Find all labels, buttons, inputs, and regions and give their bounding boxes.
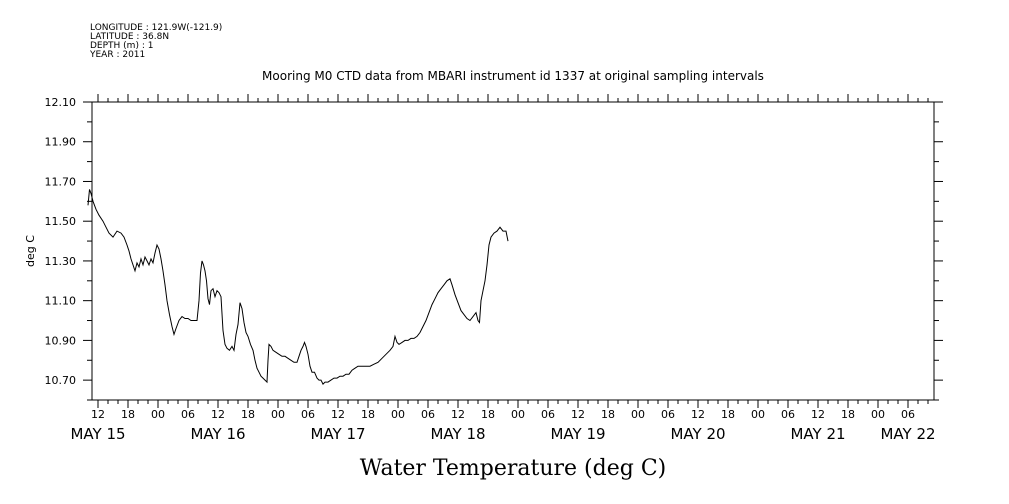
x-day-label: MAY 22 bbox=[880, 425, 935, 443]
x-tick-label: 06 bbox=[301, 408, 315, 421]
x-tick-label: 06 bbox=[541, 408, 555, 421]
metadata-line: LONGITUDE : 121.9W(-121.9) bbox=[90, 23, 222, 33]
chart-title: Mooring M0 CTD data from MBARI instrumen… bbox=[262, 69, 764, 83]
x-tick-label: 12 bbox=[211, 408, 225, 421]
y-tick-label: 11.90 bbox=[45, 136, 77, 149]
x-axis: 12 18 00 06 12 18 00 06 12 18 00 06 12 18 00 06 12 18 00 06… bbox=[70, 94, 936, 443]
x-tick-label: 00 bbox=[271, 408, 285, 421]
x-tick-label: 06 bbox=[781, 408, 795, 421]
x-tick-label: 12 bbox=[451, 408, 465, 421]
y-axis-label: deg C bbox=[24, 235, 37, 267]
x-tick-label: 12 bbox=[91, 408, 105, 421]
metadata-line: LATITUDE : 36.8N bbox=[90, 32, 169, 42]
x-tick-label: 00 bbox=[511, 408, 525, 421]
metadata-block: LONGITUDE : 121.9W(-121.9)LATITUDE : 36.… bbox=[89, 23, 222, 60]
x-tick-label: 12 bbox=[571, 408, 585, 421]
y-tick-label: 12.10 bbox=[45, 96, 77, 109]
x-day-label: MAY 15 bbox=[70, 425, 125, 443]
x-tick-label: 12 bbox=[691, 408, 705, 421]
x-tick-label: 18 bbox=[721, 408, 735, 421]
x-axis-label: Water Temperature (deg C) bbox=[360, 456, 667, 481]
x-tick-label: 06 bbox=[901, 408, 915, 421]
x-day-label: MAY 18 bbox=[430, 425, 485, 443]
x-tick-label: 18 bbox=[601, 408, 615, 421]
x-tick-label: 00 bbox=[751, 408, 765, 421]
y-tick-label: 11.30 bbox=[45, 255, 77, 268]
y-tick-label: 10.70 bbox=[45, 374, 77, 387]
x-day-label: MAY 20 bbox=[670, 425, 725, 443]
x-tick-label: 06 bbox=[661, 408, 675, 421]
x-day-label: MAY 21 bbox=[790, 425, 845, 443]
x-tick-label: 18 bbox=[121, 408, 135, 421]
y-tick-label: 11.10 bbox=[45, 295, 77, 308]
y-tick-label: 11.70 bbox=[45, 175, 77, 188]
x-tick-label: 18 bbox=[361, 408, 375, 421]
x-day-label: MAY 19 bbox=[550, 425, 605, 443]
metadata-line: YEAR : 2011 bbox=[89, 50, 145, 60]
series-line bbox=[87, 189, 509, 385]
x-tick-label: 00 bbox=[871, 408, 885, 421]
metadata-line: DEPTH (m) : 1 bbox=[90, 41, 153, 51]
x-tick-label: 00 bbox=[631, 408, 645, 421]
x-day-label: MAY 17 bbox=[310, 425, 365, 443]
y-axis: 10.70 10.90 11.10 11.30 11.50 11.70 11.90 12.10 bbox=[45, 96, 943, 401]
x-tick-label: 06 bbox=[421, 408, 435, 421]
y-tick-label: 10.90 bbox=[45, 334, 77, 347]
x-tick-label: 06 bbox=[181, 408, 195, 421]
y-tick-label: 11.50 bbox=[45, 215, 77, 228]
x-tick-label: 18 bbox=[841, 408, 855, 421]
x-tick-label: 18 bbox=[241, 408, 255, 421]
x-day-label: MAY 16 bbox=[190, 425, 245, 443]
x-tick-label: 12 bbox=[331, 408, 345, 421]
x-tick-label: 18 bbox=[481, 408, 495, 421]
x-tick-label: 12 bbox=[811, 408, 825, 421]
x-tick-label: 00 bbox=[391, 408, 405, 421]
x-tick-label: 00 bbox=[151, 408, 165, 421]
plot-area bbox=[91, 101, 935, 401]
